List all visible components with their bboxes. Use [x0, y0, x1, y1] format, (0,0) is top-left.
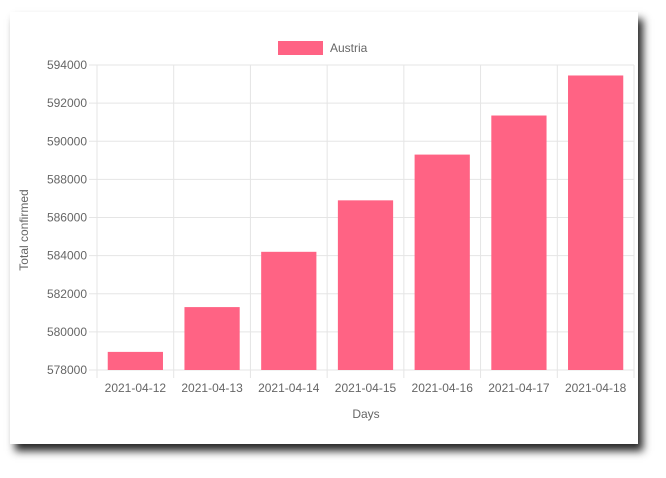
bar[interactable] — [261, 251, 317, 370]
y-tick-label: 586000 — [47, 211, 87, 225]
y-tick-label: 588000 — [47, 172, 87, 186]
y-tick-label: 580000 — [47, 325, 87, 339]
bar[interactable] — [414, 154, 470, 370]
x-tick-label: 2021-04-15 — [335, 381, 397, 395]
x-tick-label: 2021-04-17 — [488, 381, 550, 395]
legend-swatch — [278, 41, 323, 55]
bar[interactable] — [568, 75, 624, 370]
chart-card: 594000 592000 590000 588000 586000 584000 5820… — [10, 12, 638, 444]
x-tick-label: 2021-04-18 — [565, 381, 627, 395]
x-tick-label: 2021-04-13 — [181, 381, 243, 395]
x-tick-label: 2021-04-12 — [105, 381, 167, 395]
legend-label: Austria — [330, 41, 368, 55]
y-axis-title: Total confirmed — [17, 189, 31, 270]
y-axis-ticks: 594000 592000 590000 588000 586000 584000 5820… — [47, 58, 87, 377]
x-axis-title: Days — [352, 407, 379, 421]
y-tick-label: 584000 — [47, 249, 87, 263]
y-tick-label: 594000 — [47, 58, 87, 72]
x-tick-label: 2021-04-16 — [412, 381, 474, 395]
x-tick-label: 2021-04-14 — [258, 381, 320, 395]
bar-chart: 594000 592000 590000 588000 586000 584000 5820… — [17, 41, 635, 421]
y-tick-label: 582000 — [47, 287, 87, 301]
legend[interactable]: Austria — [278, 41, 368, 55]
y-tick-label: 592000 — [47, 96, 87, 110]
y-tick-label: 578000 — [47, 363, 87, 377]
y-tick-label: 590000 — [47, 134, 87, 148]
bar[interactable] — [107, 351, 163, 370]
x-axis-ticks: 2021-04-12 2021-04-13 2021-04-14 2021-04-15… — [105, 381, 627, 395]
bar[interactable] — [184, 307, 240, 370]
bars — [107, 75, 624, 370]
bar[interactable] — [491, 115, 547, 370]
bar[interactable] — [337, 200, 394, 370]
